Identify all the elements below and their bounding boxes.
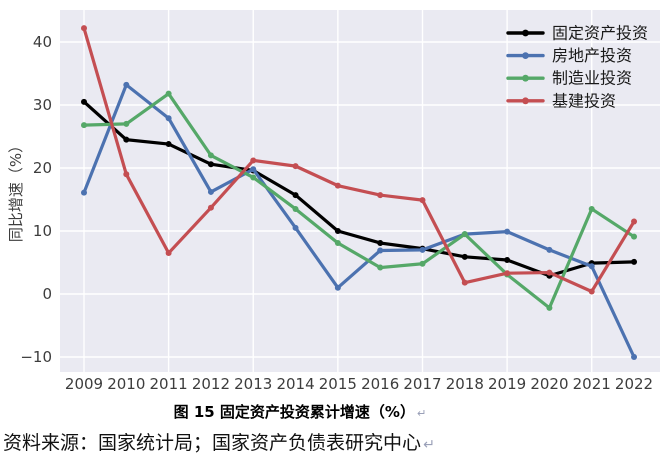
data-point-real-estate-investment xyxy=(588,263,595,270)
y-tick-label: 10 xyxy=(33,222,52,240)
paragraph-return-mark: ↵ xyxy=(416,407,427,420)
legend-marker-manufacturing-investment xyxy=(522,74,529,82)
data-point-real-estate-investment xyxy=(334,284,341,291)
x-tick-label: 2015 xyxy=(319,375,357,393)
legend-label-fixed-asset-investment: 固定资产投资 xyxy=(552,24,648,43)
data-point-infrastructure-investment xyxy=(292,163,299,170)
x-tick-label: 2010 xyxy=(107,375,145,393)
data-point-infrastructure-investment xyxy=(588,288,595,295)
y-tick-label: 30 xyxy=(33,96,52,114)
data-point-fixed-asset-investment xyxy=(631,258,638,265)
data-point-manufacturing-investment xyxy=(631,233,638,240)
figure-caption-text: 图 15 固定资产投资累计增速（%） xyxy=(173,403,415,421)
data-point-manufacturing-investment xyxy=(165,90,172,97)
x-tick-label: 2020 xyxy=(530,375,568,393)
data-point-manufacturing-investment xyxy=(250,174,257,181)
data-point-manufacturing-investment xyxy=(377,264,384,271)
data-point-manufacturing-investment xyxy=(123,120,130,127)
data-point-manufacturing-investment xyxy=(461,231,468,238)
data-point-fixed-asset-investment xyxy=(334,228,341,234)
data-point-manufacturing-investment xyxy=(546,304,553,311)
data-point-infrastructure-investment xyxy=(377,192,384,199)
y-tick-label: −10 xyxy=(20,348,52,366)
data-point-fixed-asset-investment xyxy=(504,256,511,263)
data-point-infrastructure-investment xyxy=(250,157,257,164)
data-point-real-estate-investment xyxy=(207,188,214,195)
figure-caption: 图 15 固定资产投资累计增速（%） ↵ xyxy=(0,401,600,422)
data-point-infrastructure-investment xyxy=(504,270,511,277)
data-point-real-estate-investment xyxy=(123,81,130,88)
data-point-fixed-asset-investment xyxy=(207,161,214,168)
data-point-real-estate-investment xyxy=(419,246,426,253)
data-point-fixed-asset-investment xyxy=(292,192,299,199)
data-point-infrastructure-investment xyxy=(123,171,130,178)
data-point-infrastructure-investment xyxy=(631,218,638,225)
data-point-real-estate-investment xyxy=(377,247,384,254)
data-point-manufacturing-investment xyxy=(207,152,214,159)
legend-marker-infrastructure-investment xyxy=(522,97,529,105)
data-point-infrastructure-investment xyxy=(165,250,172,257)
series-line-manufacturing-investment xyxy=(82,92,636,310)
y-tick-label: 0 xyxy=(42,285,52,303)
data-point-real-estate-investment xyxy=(81,189,87,196)
data-point-real-estate-investment xyxy=(292,224,299,231)
figure-source: 资料来源：国家统计局；国家资产负债表研究中心 ↵ xyxy=(3,428,435,455)
data-point-infrastructure-investment xyxy=(81,25,87,32)
data-point-real-estate-investment xyxy=(546,246,553,253)
data-point-infrastructure-investment xyxy=(334,182,341,189)
data-point-real-estate-investment xyxy=(250,166,257,173)
legend-marker-fixed-asset-investment xyxy=(522,29,529,37)
data-point-manufacturing-investment xyxy=(81,122,87,129)
x-tick-label: 2012 xyxy=(192,375,230,393)
data-point-fixed-asset-investment xyxy=(165,141,172,148)
data-point-real-estate-investment xyxy=(165,115,172,122)
x-tick-label: 2011 xyxy=(150,375,188,393)
series-line-infrastructure-investment xyxy=(82,26,636,294)
data-point-real-estate-investment xyxy=(631,354,638,360)
legend-label-manufacturing-investment: 制造业投资 xyxy=(552,69,632,88)
data-point-infrastructure-investment xyxy=(207,204,214,211)
data-point-infrastructure-investment xyxy=(419,197,426,204)
data-point-infrastructure-investment xyxy=(546,269,553,276)
y-tick-label: 20 xyxy=(33,159,52,177)
data-point-infrastructure-investment xyxy=(461,279,468,286)
x-tick-label: 2017 xyxy=(403,375,441,393)
x-tick-label: 2013 xyxy=(234,375,272,393)
x-tick-label: 2021 xyxy=(573,375,611,393)
series-line-real-estate-investment xyxy=(82,83,636,359)
data-point-fixed-asset-investment xyxy=(81,98,87,105)
x-tick-label: 2018 xyxy=(446,375,484,393)
x-tick-label: 2016 xyxy=(361,375,399,393)
x-tick-label: 2014 xyxy=(276,375,314,393)
data-point-manufacturing-investment xyxy=(588,205,595,212)
paragraph-return-mark: ↵ xyxy=(423,437,435,453)
y-axis-label: 同比增速（%） xyxy=(7,138,25,242)
data-point-fixed-asset-investment xyxy=(377,239,384,246)
x-tick-label: 2019 xyxy=(488,375,526,393)
data-point-manufacturing-investment xyxy=(334,239,341,246)
legend-marker-real-estate-investment xyxy=(522,52,529,59)
data-point-real-estate-investment xyxy=(504,228,511,235)
legend-label-infrastructure-investment: 基建投资 xyxy=(552,91,616,110)
legend-label-real-estate-investment: 房地产投资 xyxy=(552,46,632,65)
x-tick-label: 2022 xyxy=(615,375,653,393)
y-tick-label: 40 xyxy=(33,33,52,51)
data-point-fixed-asset-investment xyxy=(461,253,468,260)
data-point-fixed-asset-investment xyxy=(123,136,130,143)
data-point-manufacturing-investment xyxy=(292,205,299,212)
figure-source-text: 资料来源：国家统计局；国家资产负债表研究中心 xyxy=(3,432,422,454)
x-tick-label: 2009 xyxy=(65,375,103,393)
data-point-manufacturing-investment xyxy=(419,260,426,267)
